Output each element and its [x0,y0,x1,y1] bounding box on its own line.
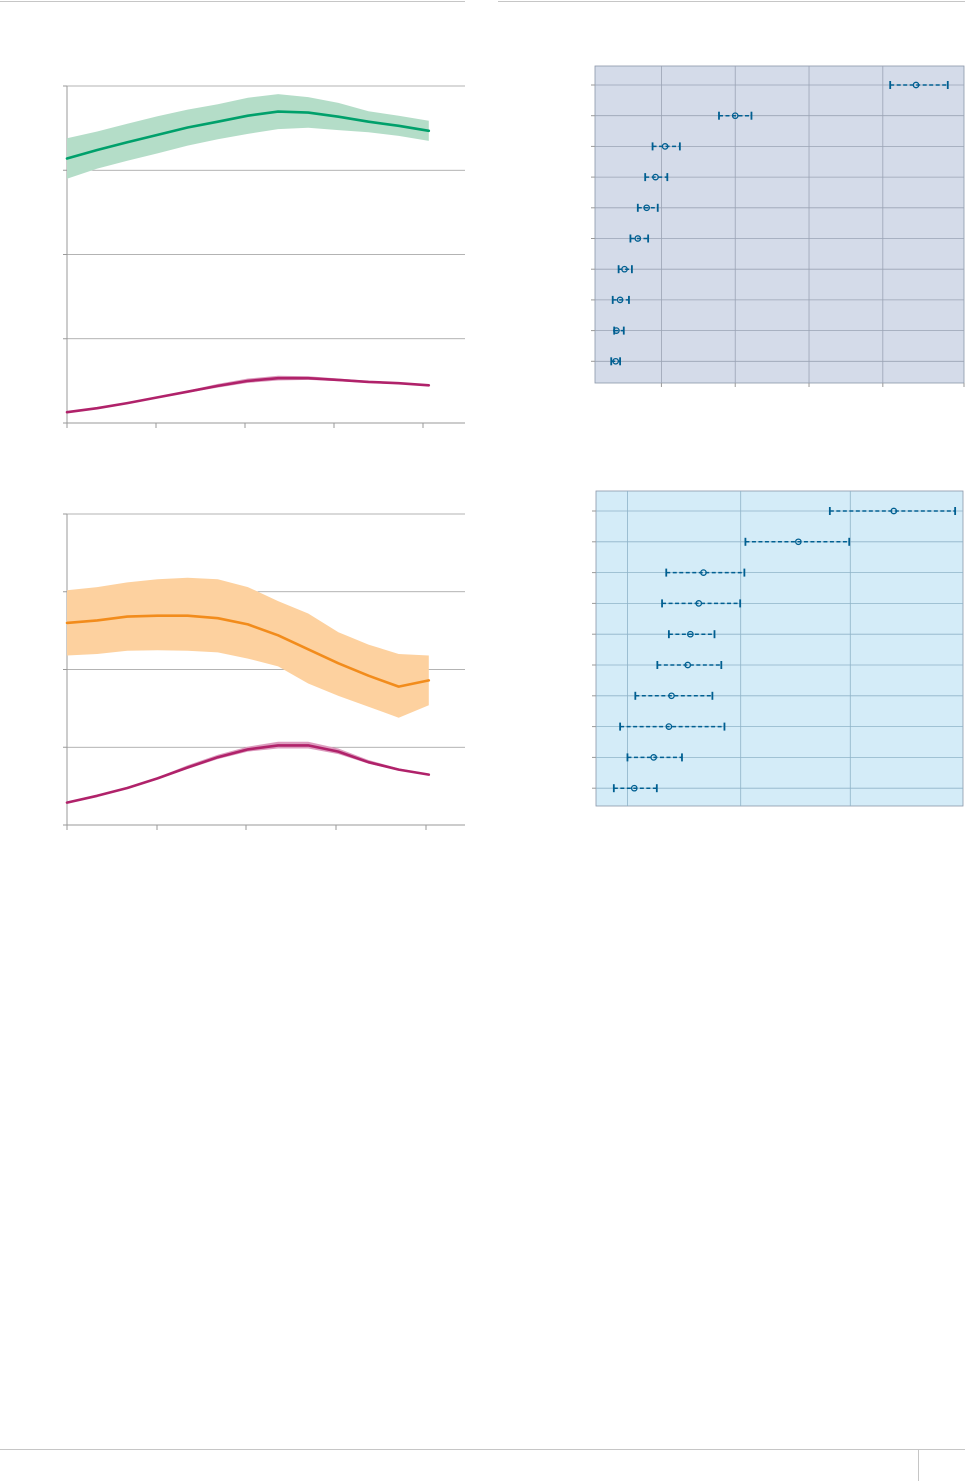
estimate-point-9 [612,357,620,365]
series-magenta-line [65,376,431,414]
estimate-point-6 [668,692,675,700]
estimate-point-4 [643,204,651,212]
chart-forest-plot-bottom-right [592,490,964,807]
estimate-point-2 [700,569,707,576]
chart-line-top-left [63,85,465,428]
estimate-point-0 [890,507,898,515]
estimate-point-1 [731,112,739,120]
series-green-line [65,110,431,160]
estimate-point-2 [661,143,669,150]
estimate-point-7 [665,723,673,730]
estimate-point-9 [630,784,638,792]
estimate-point-7 [616,296,624,304]
estimate-point-3 [695,600,703,607]
chart-forest-plot-top-right [591,65,965,387]
estimate-point-5 [684,661,692,669]
chart-line-bottom-left [63,513,465,830]
estimate-point-8 [650,754,658,761]
series-green-band [67,94,429,179]
estimate-point-3 [652,173,659,181]
estimate-point-0 [912,81,920,89]
series-orange-band [67,577,429,718]
series-magenta-band [67,741,429,803]
plot-area [594,65,965,384]
estimate-point-4 [687,630,694,638]
estimate-point-8 [613,327,620,334]
estimate-point-1 [795,538,802,546]
plot-area [595,490,964,807]
estimate-point-6 [621,265,628,273]
series-magenta-line [65,744,431,804]
estimate-point-5 [634,235,642,242]
series-orange-line [65,614,431,688]
